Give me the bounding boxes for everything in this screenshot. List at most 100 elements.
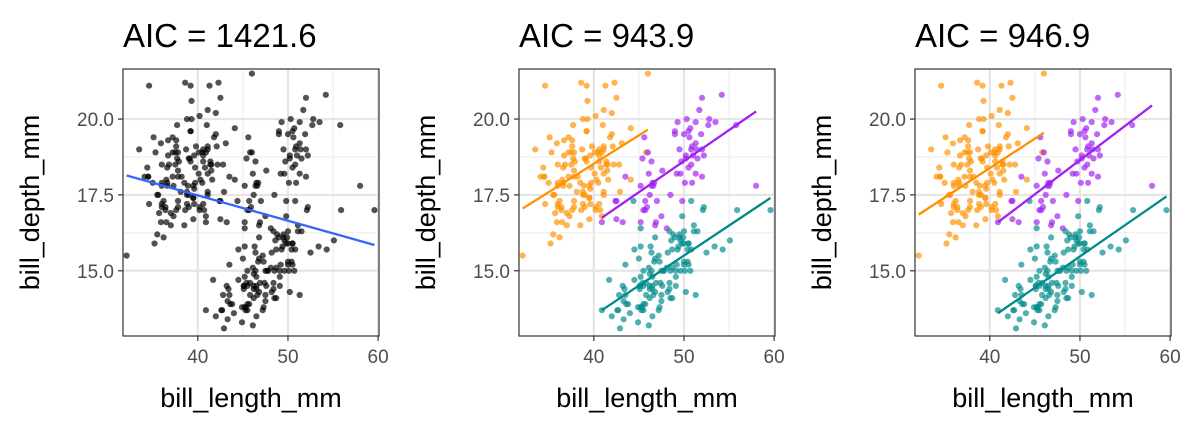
regression-line [997, 195, 1168, 315]
data-point [979, 82, 986, 89]
data-point [579, 146, 586, 153]
data-point [174, 197, 182, 205]
data-point [287, 116, 294, 123]
data-point [1073, 170, 1080, 177]
x-axis-label: bill_length_mm [952, 383, 1134, 413]
data-point [284, 228, 292, 235]
data-point [1038, 197, 1045, 205]
data-point [1014, 140, 1021, 147]
data-point [600, 143, 607, 150]
data-point [666, 285, 673, 293]
data-point [281, 170, 288, 177]
data-point [241, 225, 248, 232]
data-point [204, 106, 211, 114]
data-point [238, 304, 246, 311]
data-point [174, 167, 182, 174]
data-point [1007, 79, 1014, 86]
data-point [235, 246, 242, 253]
data-point [1080, 246, 1087, 253]
data-point [289, 261, 296, 268]
data-point [658, 213, 665, 220]
data-point [226, 173, 233, 180]
data-point [276, 267, 283, 274]
data-point [600, 106, 607, 114]
data-point [994, 213, 1002, 220]
data-point [950, 161, 957, 168]
data-point [304, 204, 311, 211]
chart-panel-2: 40 50 60 15.0 17.5 20.0 AIC = 943.9 bill_length… [411, 17, 785, 413]
data-point [993, 207, 1000, 214]
data-point [596, 200, 603, 208]
data-point [1027, 276, 1034, 283]
data-point [622, 173, 629, 180]
data-point [627, 125, 634, 132]
data-point [262, 267, 269, 274]
data-point [992, 200, 999, 208]
data-point [625, 301, 632, 308]
data-point [202, 213, 209, 220]
y-tick-label: 15.0 [869, 262, 906, 283]
data-point [959, 222, 966, 229]
x-tick-label: 50 [277, 347, 298, 368]
data-point [1115, 246, 1122, 253]
data-point [679, 240, 686, 247]
data-point [1065, 246, 1072, 253]
data-point [259, 307, 266, 314]
data-point [1036, 267, 1043, 274]
data-point [1055, 167, 1062, 174]
data-point [1012, 161, 1019, 168]
data-point [597, 164, 605, 171]
data-point [688, 197, 695, 205]
data-point [588, 143, 596, 150]
data-point [1130, 207, 1137, 214]
data-point [588, 179, 595, 186]
data-point [983, 152, 990, 159]
data-point [1040, 149, 1047, 156]
data-point [1049, 197, 1056, 205]
data-point [570, 197, 578, 205]
data-point [941, 179, 948, 186]
data-point [267, 264, 274, 271]
data-point [219, 307, 226, 314]
data-point [283, 213, 290, 220]
series-group-A [519, 70, 652, 259]
data-point [173, 207, 180, 214]
x-tick-label: 40 [979, 347, 1000, 368]
data-point [1129, 122, 1136, 129]
data-point [542, 200, 549, 208]
data-point [584, 97, 591, 104]
series-group-B [994, 91, 1156, 232]
data-point [262, 298, 269, 305]
data-point [599, 122, 606, 129]
data-point [268, 249, 275, 256]
data-point [966, 173, 974, 180]
data-point [284, 234, 291, 241]
data-point [616, 188, 624, 195]
data-point [271, 295, 278, 302]
data-point [201, 207, 208, 214]
data-point [653, 197, 661, 205]
data-point [256, 222, 263, 229]
data-point [677, 267, 684, 274]
data-point [692, 170, 699, 177]
y-axis-label: bill_depth_mm [411, 115, 441, 291]
data-point [1054, 213, 1061, 220]
data-point [150, 134, 157, 141]
x-tick-label: 40 [583, 347, 604, 368]
data-point [238, 319, 246, 326]
data-point [1077, 267, 1084, 274]
data-point [579, 116, 587, 123]
data-point [156, 210, 163, 217]
data-point [700, 152, 707, 159]
data-point [208, 167, 215, 174]
data-point [995, 122, 1002, 129]
data-point [703, 249, 710, 256]
data-point [292, 146, 299, 153]
data-point [1073, 267, 1080, 274]
data-point [158, 161, 165, 168]
data-point [1088, 119, 1095, 126]
plot-border [518, 68, 776, 337]
data-point [1108, 119, 1115, 126]
data-point [1084, 197, 1091, 205]
